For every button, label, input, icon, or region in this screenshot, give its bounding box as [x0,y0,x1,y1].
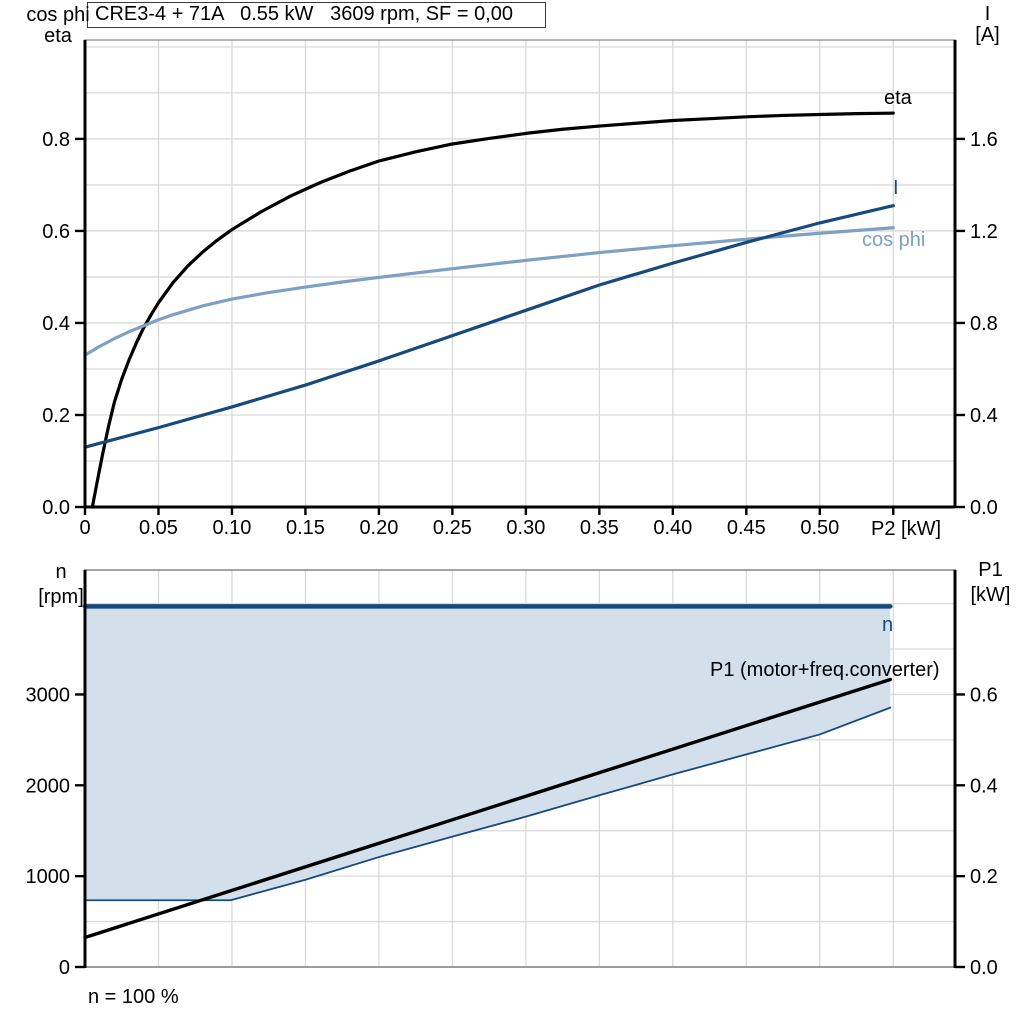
top-right-axis-label-unit: [A] [975,24,1000,46]
right-tick-label: 0.4 [970,405,998,427]
speed-range-area [85,606,891,901]
right-tick-label: 0.0 [970,497,998,519]
chart-title-box: CRE3-4 + 71A 0.55 kW 3609 rpm, SF = 0,00 [87,2,546,28]
bottom-left-axis-label-n: n [55,561,67,583]
right-tick-label: 1.6 [970,129,998,151]
left-tick-label: 0.6 [42,221,70,243]
curve-label-n: n [882,614,894,636]
left-tick-label: 2000 [26,775,71,797]
series-eta [90,111,895,509]
x-tick-label: 0.30 [506,517,545,539]
x-tick-label: 0.45 [727,517,766,539]
bottom-right-axis-label-unit: [kW] [970,584,1011,606]
x-tick-label: 0.35 [580,517,619,539]
x-tick-label: 0.20 [359,517,398,539]
curve-label-eta: eta [884,87,912,109]
right-tick-label: 0.8 [970,313,998,335]
curve-label-cosphi: cos phi [862,229,926,251]
series-speed-range-lower-bound [84,706,892,902]
x-tick-label: 0 [79,517,90,539]
left-tick-label: 0.2 [42,405,70,427]
series-i [83,204,895,449]
speed-footnote: n = 100 % [88,986,179,1008]
x-tick-label: 0.05 [139,517,178,539]
x-tick-label: 0.15 [286,517,325,539]
x-tick-label: 0.25 [433,517,472,539]
top-left-axis-label-eta: eta [44,25,72,47]
top-right-axis-label-i: I [984,3,991,25]
x-tick-label: 0.40 [653,517,692,539]
x-axis-label: P2 [kW] [871,518,942,540]
left-tick-label: 1000 [26,866,71,888]
right-tick-label: 0.0 [970,957,998,979]
curve-label-p1: P1 (motor+freq.converter) [710,659,940,681]
left-tick-label: 0.8 [42,129,70,151]
series-cos-phi [83,226,895,357]
top-left-axis-label-cosphi: cos phi [26,4,90,26]
right-tick-label: 0.4 [970,775,998,797]
right-tick-label: 0.2 [970,866,998,888]
left-tick-label: 3000 [26,684,71,706]
left-tick-label: 0.0 [42,497,70,519]
chart-title: CRE3-4 + 71A 0.55 kW 3609 rpm, SF = 0,00 [95,3,513,25]
curve-label-i: I [893,177,899,199]
bottom-right-axis-label-p1: P1 [978,559,1003,581]
right-tick-label: 0.6 [970,684,998,706]
right-tick-label: 1.2 [970,221,998,243]
left-tick-label: 0 [59,957,70,979]
x-tick-label: 0.10 [212,517,251,539]
series-p1-motor-freq-converter- [83,677,893,940]
x-tick-label: 0.50 [800,517,839,539]
bottom-left-axis-label-unit: [rpm] [38,586,84,608]
left-tick-label: 0.4 [42,313,70,335]
